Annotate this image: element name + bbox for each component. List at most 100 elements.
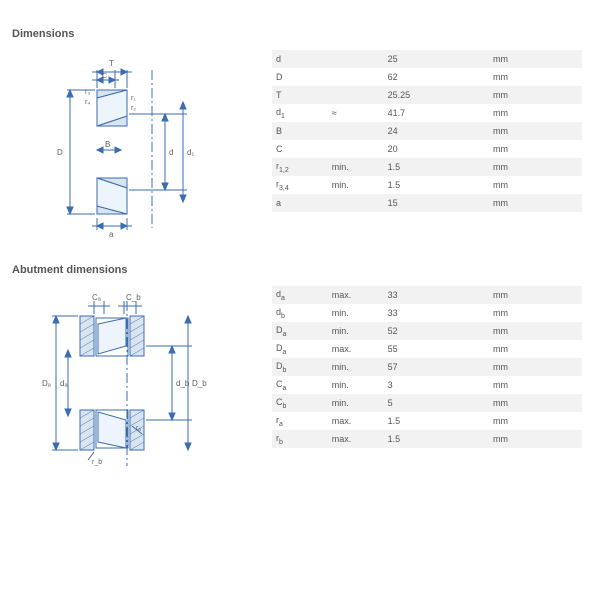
table-row: rbmax.1.5mm: [272, 430, 582, 448]
table-row: r1,2min.1.5mm: [272, 158, 582, 176]
symbol-cell: d1: [272, 104, 328, 122]
qualifier-cell: [328, 194, 384, 212]
symbol-cell: C: [272, 140, 328, 158]
svg-text:d: d: [169, 148, 173, 157]
table-row: D62mm: [272, 68, 582, 86]
value-cell: 20: [384, 140, 489, 158]
unit-cell: mm: [489, 376, 582, 394]
unit-cell: mm: [489, 122, 582, 140]
table-row: Damin.52mm: [272, 322, 582, 340]
qualifier-cell: [328, 68, 384, 86]
symbol-cell: B: [272, 122, 328, 140]
svg-text:r₂: r₂: [131, 105, 136, 112]
qualifier-cell: min.: [328, 394, 384, 412]
table-row: d1≈41.7mm: [272, 104, 582, 122]
qualifier-cell: max.: [328, 412, 384, 430]
unit-cell: mm: [489, 194, 582, 212]
value-cell: 57: [384, 358, 489, 376]
table-row: C 20mm: [272, 140, 582, 158]
table-row: T 25.25mm: [272, 86, 582, 104]
symbol-cell: Da: [272, 322, 328, 340]
unit-cell: mm: [489, 140, 582, 158]
unit-cell: mm: [489, 394, 582, 412]
dimensions-diagram: D d d₁: [12, 50, 242, 240]
table-row: Damax.55mm: [272, 340, 582, 358]
symbol-cell: r3,4: [272, 176, 328, 194]
unit-cell: mm: [489, 430, 582, 448]
svg-text:r₄: r₄: [85, 99, 90, 106]
unit-cell: mm: [489, 50, 582, 68]
qualifier-cell: ≈: [328, 104, 384, 122]
symbol-cell: r1,2: [272, 158, 328, 176]
qualifier-cell: max.: [328, 340, 384, 358]
value-cell: 25: [384, 50, 489, 68]
value-cell: 41.7: [384, 104, 489, 122]
value-cell: 33: [384, 304, 489, 322]
qualifier-cell: max.: [328, 286, 384, 304]
abutment-section: Dₐ dₐ d_b D_b: [12, 286, 582, 476]
table-row: ramax.1.5mm: [272, 412, 582, 430]
svg-text:a: a: [109, 230, 114, 239]
svg-text:r₁: r₁: [131, 95, 136, 102]
symbol-cell: Da: [272, 340, 328, 358]
abutment-diagram: Dₐ dₐ d_b D_b: [12, 286, 242, 476]
value-cell: 15: [384, 194, 489, 212]
svg-text:Cₐ: Cₐ: [92, 293, 102, 302]
table-row: B 24mm: [272, 122, 582, 140]
table-row: damax.33mm: [272, 286, 582, 304]
dimensions-title: Dimensions: [12, 28, 582, 40]
symbol-cell: Db: [272, 358, 328, 376]
svg-text:r_b: r_b: [92, 459, 102, 466]
abutment-title: Abutment dimensions: [12, 264, 582, 276]
symbol-cell: Ca: [272, 376, 328, 394]
unit-cell: mm: [489, 104, 582, 122]
symbol-cell: db: [272, 304, 328, 322]
qualifier-cell: max.: [328, 430, 384, 448]
table-row: Dbmin.57mm: [272, 358, 582, 376]
unit-cell: mm: [489, 86, 582, 104]
qualifier-cell: min.: [328, 376, 384, 394]
qualifier-cell: min.: [328, 358, 384, 376]
value-cell: 55: [384, 340, 489, 358]
symbol-cell: D: [272, 68, 328, 86]
symbol-cell: T: [272, 86, 328, 104]
symbol-cell: d: [272, 50, 328, 68]
table-row: d 25mm: [272, 50, 582, 68]
qualifier-cell: [328, 140, 384, 158]
svg-text:d₁: d₁: [187, 148, 194, 157]
unit-cell: mm: [489, 304, 582, 322]
value-cell: 62: [384, 68, 489, 86]
table-row: r3,4min.1.5mm: [272, 176, 582, 194]
symbol-cell: a: [272, 194, 328, 212]
unit-cell: mm: [489, 412, 582, 430]
svg-text:C: C: [102, 73, 107, 80]
value-cell: 25.25: [384, 86, 489, 104]
unit-cell: mm: [489, 340, 582, 358]
table-row: dbmin.33mm: [272, 304, 582, 322]
abutment-table: damax.33mmdbmin.33mmDamin.52mmDamax.55mm…: [272, 286, 582, 448]
svg-text:B: B: [105, 140, 110, 149]
symbol-cell: ra: [272, 412, 328, 430]
svg-text:r₃: r₃: [85, 89, 90, 96]
svg-text:D: D: [57, 148, 63, 157]
unit-cell: mm: [489, 286, 582, 304]
symbol-cell: Cb: [272, 394, 328, 412]
dimensions-section: D d d₁: [12, 50, 582, 240]
value-cell: 1.5: [384, 176, 489, 194]
qualifier-cell: min.: [328, 322, 384, 340]
value-cell: 1.5: [384, 158, 489, 176]
qualifier-cell: [328, 122, 384, 140]
unit-cell: mm: [489, 322, 582, 340]
table-row: a 15mm: [272, 194, 582, 212]
symbol-cell: rb: [272, 430, 328, 448]
dimensions-table: d25mmD62mmT25.25mmd1≈41.7mmB24mmC20mmr1,…: [272, 50, 582, 212]
svg-text:dₐ: dₐ: [60, 379, 68, 388]
value-cell: 52: [384, 322, 489, 340]
value-cell: 5: [384, 394, 489, 412]
unit-cell: mm: [489, 358, 582, 376]
qualifier-cell: [328, 50, 384, 68]
qualifier-cell: [328, 86, 384, 104]
value-cell: 24: [384, 122, 489, 140]
table-row: Cbmin.5mm: [272, 394, 582, 412]
value-cell: 3: [384, 376, 489, 394]
